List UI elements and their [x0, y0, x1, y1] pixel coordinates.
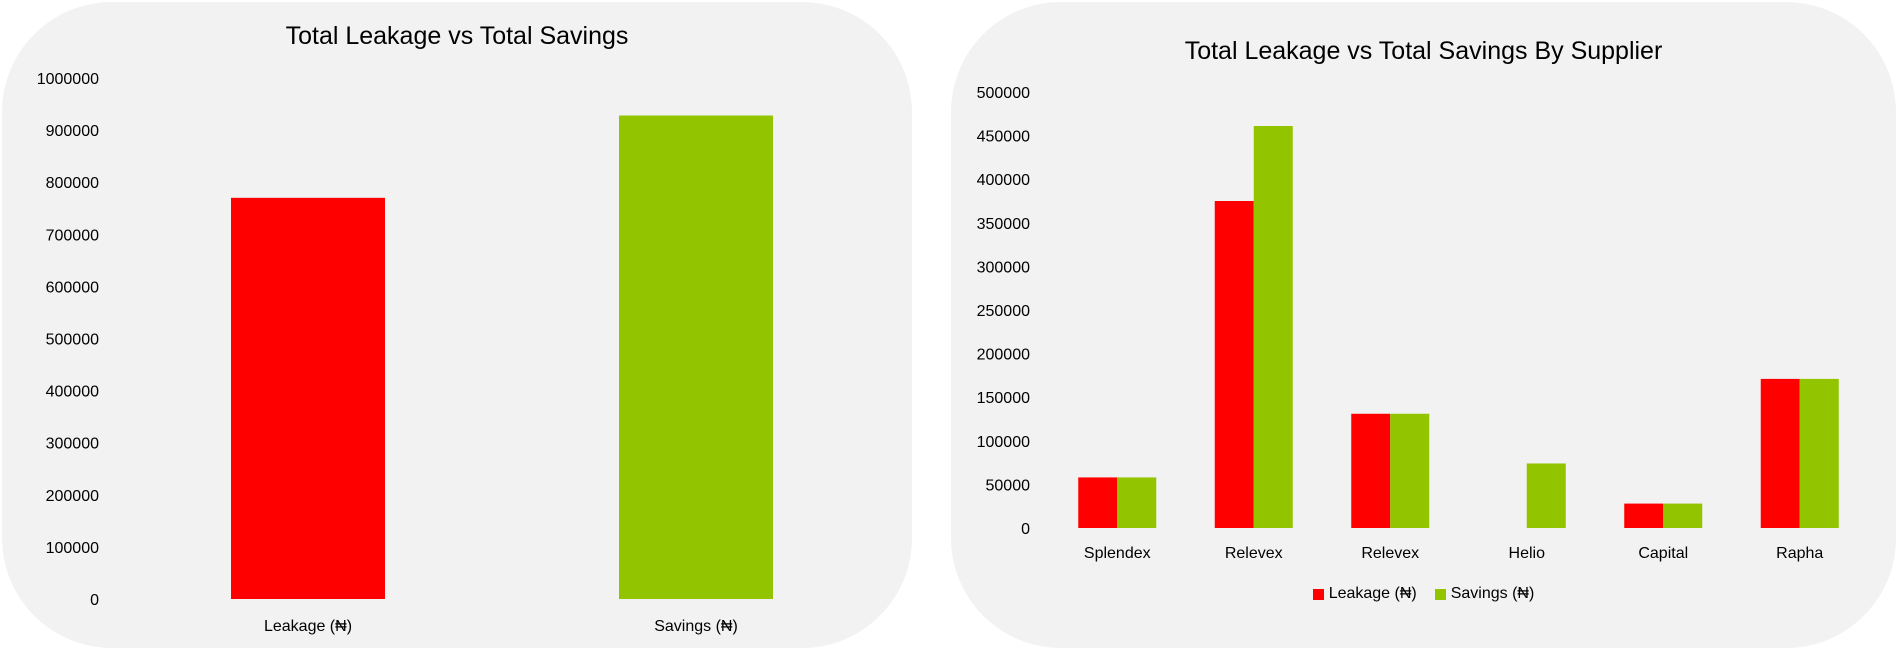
legend: Leakage (₦) Savings (₦): [951, 585, 1896, 603]
y-tick-label: 400000: [977, 172, 1030, 189]
bar-savings: [1799, 378, 1839, 528]
y-tick-label: 450000: [977, 129, 1030, 146]
y-tick-label: 600000: [46, 279, 99, 296]
bar-leakage: [1624, 503, 1664, 528]
legend-label-leakage: Leakage (₦): [1328, 585, 1417, 602]
chart-total-svg: 0 100000 200000 300000 400000 500000 600000 700…: [37, 71, 773, 635]
chart-supplier-svg: 0 50000 100000 150000 200000 250000 300000 3500…: [977, 85, 1839, 562]
chart-title: Total Leakage vs Total Savings By Suppli…: [1184, 37, 1663, 65]
bar: [619, 115, 773, 600]
bar-savings: [1663, 503, 1703, 528]
bar-savings: [1117, 477, 1157, 528]
legend-swatch-leakage: [1312, 588, 1324, 600]
bar: [231, 197, 385, 599]
chart-title: Total Leakage vs Total Savings: [285, 22, 629, 50]
y-tick-label: 150000: [977, 390, 1030, 407]
y-tick-label: 500000: [977, 85, 1030, 102]
y-tick-label: 0: [1021, 521, 1030, 538]
bar-savings: [1526, 463, 1566, 528]
x-tick-label: Relevex: [1225, 545, 1283, 562]
chart-panel-by-supplier: Total Leakage vs Total Savings By Suppli…: [951, 2, 1896, 648]
bar-leakage: [1078, 477, 1118, 528]
chart-panel-total: Total Leakage vs Total Savings 0 100000 20…: [2, 2, 912, 648]
y-tick-label: 300000: [977, 259, 1030, 276]
bar-leakage: [1214, 201, 1254, 528]
y-tick-label: 250000: [977, 303, 1030, 320]
bar-leakage: [1760, 378, 1800, 528]
x-tick-label: Helio: [1509, 545, 1546, 562]
x-tick-label: Capital: [1638, 545, 1688, 562]
bar-leakage: [1351, 413, 1391, 528]
y-tick-label: 400000: [46, 384, 99, 401]
y-tick-label: 0: [90, 592, 99, 609]
y-tick-label: 200000: [977, 347, 1030, 364]
x-tick-label: Rapha: [1776, 545, 1823, 562]
y-tick-label: 900000: [46, 123, 99, 140]
x-tick-label: Savings (₦): [654, 618, 738, 635]
legend-label-savings: Savings (₦): [1450, 585, 1535, 602]
y-tick-label: 350000: [977, 216, 1030, 233]
y-tick-label: 50000: [986, 477, 1031, 494]
legend-item-savings: Savings (₦): [1434, 585, 1535, 603]
bar-savings: [1253, 126, 1293, 529]
y-tick-label: 200000: [46, 488, 99, 505]
y-tick-label: 800000: [46, 175, 99, 192]
y-tick-label: 700000: [46, 227, 99, 244]
legend-swatch-savings: [1434, 588, 1446, 600]
x-tick-label: Splendex: [1084, 545, 1151, 562]
y-tick-label: 100000: [46, 540, 99, 557]
y-tick-label: 300000: [46, 436, 99, 453]
x-tick-label: Relevex: [1361, 545, 1419, 562]
y-tick-label: 500000: [46, 332, 99, 349]
y-tick-label: 1000000: [37, 71, 99, 88]
y-tick-label: 100000: [977, 434, 1030, 451]
legend-item-leakage: Leakage (₦): [1312, 585, 1417, 603]
x-tick-label: Leakage (₦): [264, 618, 352, 635]
bar-savings: [1390, 413, 1430, 528]
